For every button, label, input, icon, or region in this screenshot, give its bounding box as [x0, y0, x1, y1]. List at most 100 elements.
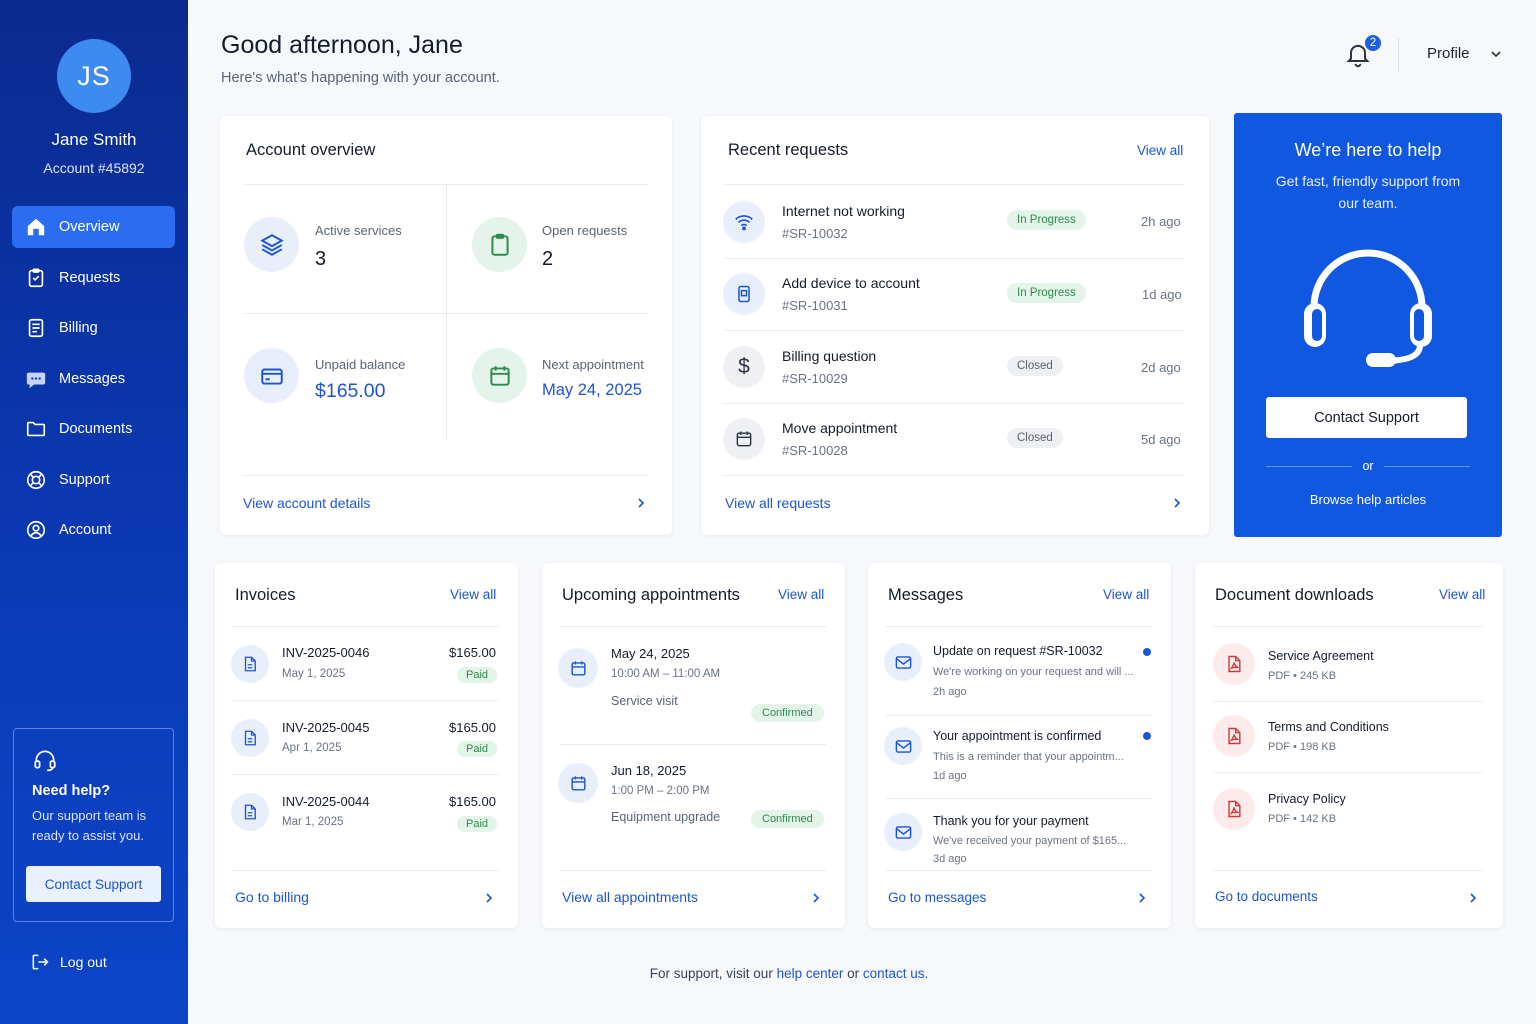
- footer-text: or: [847, 966, 860, 981]
- sidebar-item-documents[interactable]: Documents: [12, 408, 175, 450]
- go-to-messages-link[interactable]: Go to messages: [888, 890, 987, 905]
- contact-us-link[interactable]: contact us.: [862, 966, 929, 981]
- stat-label: Next appointment: [542, 357, 644, 372]
- need-help-box: Need help? Our support team is ready to …: [13, 728, 174, 922]
- card-title: Document downloads: [1215, 586, 1374, 604]
- requests-view-all-link[interactable]: View all: [1137, 143, 1184, 158]
- or-divider: or: [1362, 459, 1374, 473]
- request-title: Move appointment: [782, 420, 898, 436]
- invoices-card: Invoices View all INV-2025-0046 May 1, 2…: [215, 563, 518, 928]
- go-to-documents-link[interactable]: Go to documents: [1215, 889, 1318, 904]
- chevron-right-icon[interactable]: [1171, 497, 1183, 509]
- appointments-view-all-link[interactable]: View all: [778, 587, 825, 602]
- sidebar-item-account[interactable]: Account: [12, 509, 175, 551]
- document-meta: PDF • 245 KB: [1268, 670, 1337, 682]
- sidebar-item-billing[interactable]: Billing: [12, 307, 175, 349]
- mail-icon: [884, 813, 922, 851]
- profile-menu[interactable]: Profile: [1427, 45, 1502, 62]
- chat-icon: [26, 372, 46, 388]
- clipboard-icon: [472, 217, 527, 272]
- sidebar: JS Jane Smith Account #45892 Overview Re…: [0, 0, 188, 1024]
- request-id: #SR-10029: [782, 371, 848, 386]
- help-center-link[interactable]: help center: [776, 966, 844, 981]
- view-all-requests-link[interactable]: View all requests: [725, 495, 831, 511]
- request-id: #SR-10031: [782, 298, 848, 313]
- sidebar-item-label: Support: [59, 471, 110, 488]
- view-account-details-link[interactable]: View account details: [243, 495, 371, 511]
- go-to-billing-link[interactable]: Go to billing: [235, 889, 309, 905]
- mail-icon: [884, 643, 922, 681]
- card-title: Recent requests: [728, 141, 849, 159]
- status-badge: Closed: [1007, 356, 1063, 376]
- sidebar-item-label: Documents: [59, 421, 133, 437]
- invoice-amount: $165.00: [449, 794, 496, 809]
- invoice-date: Mar 1, 2025: [282, 816, 344, 828]
- sidebar-contact-support-button[interactable]: Contact Support: [26, 866, 161, 902]
- invoice-amount: $165.00: [449, 720, 496, 735]
- sidebar-item-support[interactable]: Support: [12, 459, 175, 501]
- logout-button[interactable]: Log out: [30, 952, 107, 972]
- document-icon: [231, 793, 269, 831]
- messages-card: Messages View all Update on request #SR-…: [868, 563, 1171, 928]
- lifebuoy-icon: [26, 470, 46, 489]
- status-badge: Confirmed: [751, 704, 824, 722]
- document-name: Service Agreement: [1268, 649, 1374, 663]
- appointment-type: Equipment upgrade: [611, 810, 721, 824]
- need-help-desc: Our support team is ready to assist you.: [32, 808, 147, 843]
- support-card: We’re here to help Get fast, friendly su…: [1234, 113, 1502, 537]
- avatar[interactable]: JS: [57, 39, 131, 113]
- sidebar-item-label: Billing: [59, 320, 98, 336]
- page-subtitle: Here's what's happening with your accoun…: [221, 70, 500, 86]
- footer-text: For support, visit our: [649, 966, 773, 981]
- chevron-right-icon[interactable]: [1136, 892, 1148, 904]
- sidebar-item-overview[interactable]: Overview: [12, 206, 175, 248]
- chevron-right-icon[interactable]: [810, 892, 822, 904]
- status-badge: Paid: [457, 667, 498, 683]
- invoice-date: Apr 1, 2025: [282, 742, 342, 754]
- appointment-date: Jun 18, 2025: [611, 763, 687, 778]
- status-badge: Paid: [457, 816, 498, 832]
- bell-icon[interactable]: [1344, 40, 1372, 68]
- calendar-icon: [472, 348, 527, 403]
- pdf-icon: [1213, 643, 1255, 685]
- card-title: Upcoming appointments: [562, 586, 740, 604]
- calendar-icon: [723, 418, 765, 460]
- browse-help-articles-link[interactable]: Browse help articles: [1309, 492, 1427, 507]
- page-title: Good afternoon, Jane: [221, 31, 463, 59]
- sidebar-item-label: Requests: [59, 269, 121, 286]
- chevron-right-icon[interactable]: [1467, 892, 1479, 904]
- sidebar-item-messages[interactable]: Messages: [12, 358, 175, 400]
- header-divider: [1398, 38, 1399, 72]
- view-all-appointments-link[interactable]: View all appointments: [562, 889, 698, 905]
- appointment-date: May 24, 2025: [611, 646, 690, 661]
- logout-icon: [32, 954, 49, 970]
- documents-view-all-link[interactable]: View all: [1439, 587, 1486, 602]
- layers-icon: [244, 217, 299, 272]
- contact-support-button[interactable]: Contact Support: [1266, 397, 1467, 438]
- chevron-right-icon[interactable]: [635, 497, 647, 509]
- message-preview: We've received your payment of $165...: [933, 835, 1127, 847]
- card-title: Account overview: [246, 141, 376, 159]
- request-title: Internet not working: [782, 203, 905, 219]
- status-badge: In Progress: [1007, 283, 1086, 303]
- message-preview: We're working on your request and will .…: [933, 666, 1134, 678]
- status-badge: Confirmed: [751, 810, 824, 828]
- dollar-icon: $: [723, 346, 765, 388]
- invoices-view-all-link[interactable]: View all: [450, 587, 497, 602]
- message-time: 2h ago: [933, 686, 967, 698]
- status-badge: In Progress: [1007, 210, 1086, 230]
- clipboard-icon: [28, 267, 44, 287]
- folder-icon: [26, 421, 46, 437]
- calendar-icon: [558, 763, 598, 803]
- support-card-subtitle: Get fast, friendly support from our team…: [1275, 173, 1461, 211]
- calendar-icon: [558, 648, 598, 688]
- invoice-date: May 1, 2025: [282, 668, 346, 680]
- message-time: 3d ago: [933, 853, 967, 865]
- chevron-right-icon[interactable]: [483, 892, 495, 904]
- need-help-title: Need help?: [32, 783, 111, 799]
- wifi-icon: [723, 201, 765, 243]
- headset-icon: [1304, 249, 1432, 367]
- document-meta: PDF • 198 KB: [1268, 741, 1337, 753]
- sidebar-item-requests[interactable]: Requests: [12, 257, 175, 299]
- messages-view-all-link[interactable]: View all: [1103, 587, 1150, 602]
